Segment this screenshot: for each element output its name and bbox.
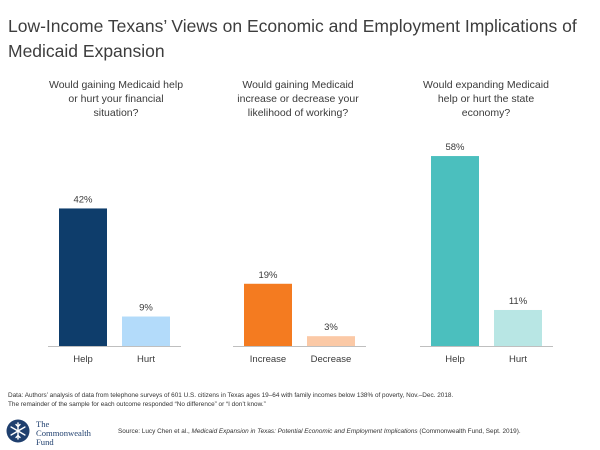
category-label: Help [73,354,93,365]
data-label: 9% [139,303,153,314]
remainder-note: The remainder of the sample for each out… [8,401,266,408]
category-label: Help [445,354,465,365]
category-label: Increase [250,354,286,365]
panel-question-working: Would gaining Medicaid increase or decre… [237,79,359,119]
bar-hurt [494,309,542,346]
logo-text-line2: Commonwealth [36,427,91,438]
bar-increase [244,283,292,346]
panel-question-financial: Would gaining Medicaid help or hurt your… [48,79,184,119]
data-label: 19% [258,270,278,281]
bar-help [431,156,479,346]
source-title: Medicaid Expansion in Texas: Potential E… [191,428,418,435]
bar-help [59,208,107,346]
chart-title: Low-Income Texans’ Views on Economic and… [8,16,577,61]
data-note: Data: Authors’ analysis of data from tel… [8,392,454,399]
logo-text-line3: Fund [36,436,54,447]
logo-text-line1: The [36,419,50,429]
panel-question-economy: Would expanding Medicaid help or hurt th… [423,79,549,119]
category-label: Hurt [509,354,527,365]
snowflake-logo-icon [6,419,30,443]
bar-decrease [307,336,355,346]
data-label: 11% [509,296,528,307]
category-label: Decrease [311,354,352,365]
category-label: Hurt [137,354,155,365]
data-label: 58% [445,142,465,153]
source-suffix: (Commonwealth Fund, Sept. 2019). [417,428,521,435]
source-prefix: Source: Lucy Chen et al., [118,428,192,435]
commonwealth-fund-logo: The Commonwealth Fund [6,419,96,447]
bar-hurt [122,316,170,346]
source-citation: Source: Lucy Chen et al., Medicaid Expan… [118,428,521,435]
data-label: 3% [324,322,338,333]
data-label: 42% [73,194,93,205]
